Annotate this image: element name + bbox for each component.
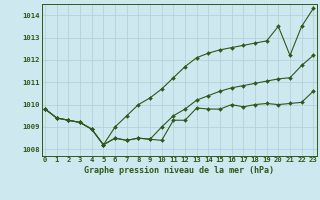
- X-axis label: Graphe pression niveau de la mer (hPa): Graphe pression niveau de la mer (hPa): [84, 166, 274, 175]
